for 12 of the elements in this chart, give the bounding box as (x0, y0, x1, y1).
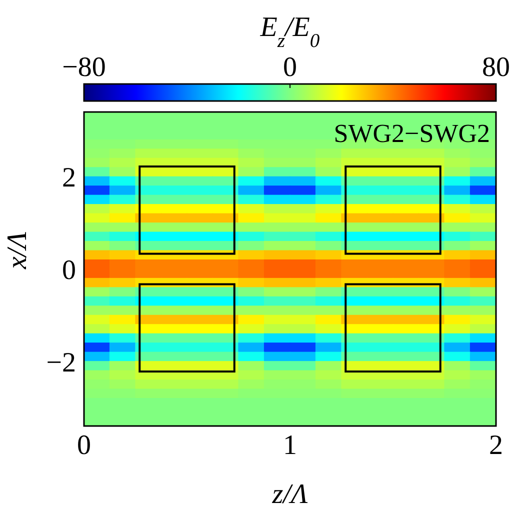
y-axis-title: x/Λ (2, 232, 33, 270)
y-tick-label: −2 (46, 347, 76, 378)
color-bar-label: −80 (62, 52, 106, 83)
color-bar-title: E$_{z}$/E$_{0}$ (259, 12, 320, 52)
color-bar-label: 80 (482, 52, 510, 83)
x-axis-title: z/Λ (271, 479, 308, 510)
x-tick-label: 1 (283, 430, 297, 461)
y-tick-label: 0 (62, 254, 76, 286)
annotation: SWG2−SWG2 (334, 119, 490, 148)
color-bar-label: 0 (283, 52, 297, 83)
x-tick-label: 2 (489, 430, 503, 461)
y-tick-label: 2 (62, 162, 76, 194)
